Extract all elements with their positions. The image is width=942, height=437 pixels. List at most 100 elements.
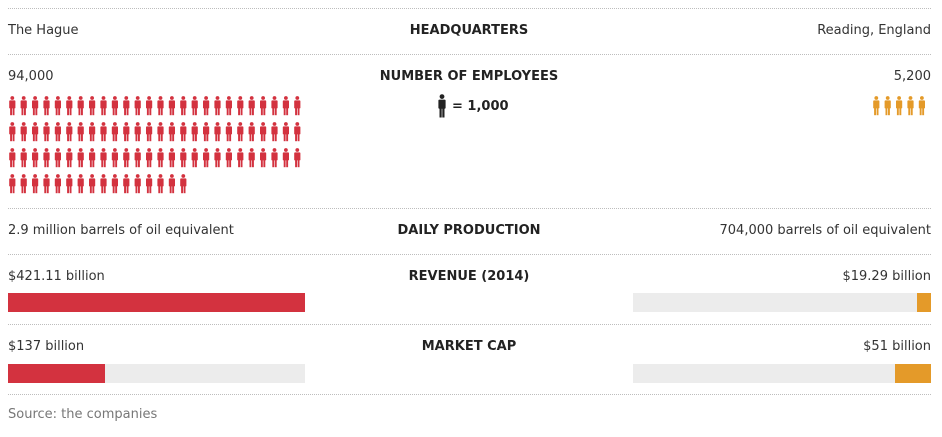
shell-person-icon bbox=[157, 174, 164, 194]
shell-person-icon bbox=[191, 96, 198, 116]
shell-person-icon bbox=[146, 122, 153, 142]
shell-person-icon bbox=[134, 148, 141, 168]
shell-person-icon bbox=[54, 122, 61, 142]
marketcap-label: MARKET CAP bbox=[421, 339, 517, 354]
shell-person-icon bbox=[32, 174, 39, 194]
shell-person-icon bbox=[43, 96, 50, 116]
revenue-label: REVENUE (2014) bbox=[408, 269, 530, 284]
shell-person-icon bbox=[134, 96, 141, 116]
revenue-left-value: $421.11 billion bbox=[8, 269, 105, 284]
production-right-value: 704,000 barrels of oil equivalent bbox=[719, 223, 931, 238]
shell-person-icon bbox=[271, 96, 278, 116]
source-note: Source: the companies bbox=[8, 407, 158, 422]
divider-employees bbox=[8, 208, 931, 209]
shell-person-icon bbox=[43, 148, 50, 168]
shell-person-icon bbox=[203, 96, 210, 116]
revenue-right-track bbox=[633, 293, 931, 312]
marketcap-right-value: $51 billion bbox=[863, 339, 931, 354]
shell-person-icon bbox=[271, 148, 278, 168]
shell-person-icon bbox=[180, 96, 187, 116]
shell-person-icon bbox=[89, 174, 96, 194]
shell-person-icon bbox=[237, 122, 244, 142]
employee-legend: = 1,000 bbox=[437, 94, 509, 118]
shell-person-icon bbox=[123, 96, 130, 116]
employees-right-value: 5,200 bbox=[893, 69, 931, 84]
divider-top bbox=[8, 8, 931, 9]
shell-person-icon bbox=[260, 148, 267, 168]
shell-person-icon bbox=[203, 148, 210, 168]
marketcap-left-value: $137 billion bbox=[8, 339, 85, 354]
shell-person-icon bbox=[134, 122, 141, 142]
shell-person-icon bbox=[180, 174, 187, 194]
shell-person-icon bbox=[168, 148, 175, 168]
hq-label: HEADQUARTERS bbox=[409, 23, 529, 38]
shell-person-icon bbox=[180, 148, 187, 168]
shell-person-icon bbox=[100, 96, 107, 116]
shell-person-icon bbox=[282, 122, 289, 142]
shell-person-icon bbox=[111, 122, 118, 142]
revenue-right-bar bbox=[917, 293, 931, 312]
bg-person-icon bbox=[918, 96, 925, 116]
shell-person-icon bbox=[32, 96, 39, 116]
bg-person-icon bbox=[896, 96, 903, 116]
shell-person-icon bbox=[77, 96, 84, 116]
bg-person-icon bbox=[873, 96, 880, 116]
shell-person-icon bbox=[180, 122, 187, 142]
shell-person-icon bbox=[89, 96, 96, 116]
shell-person-icon bbox=[146, 174, 153, 194]
shell-person-icon bbox=[248, 96, 255, 116]
shell-person-icon bbox=[157, 148, 164, 168]
shell-person-icon bbox=[111, 174, 118, 194]
shell-person-icon bbox=[123, 174, 130, 194]
shell-person-icon bbox=[66, 96, 73, 116]
shell-person-icon bbox=[248, 122, 255, 142]
shell-employee-icons bbox=[9, 96, 301, 194]
shell-person-icon bbox=[9, 148, 16, 168]
revenue-left-bar bbox=[8, 293, 305, 312]
shell-person-icon bbox=[9, 174, 16, 194]
shell-person-icon bbox=[248, 148, 255, 168]
shell-person-icon bbox=[168, 122, 175, 142]
shell-person-icon bbox=[43, 174, 50, 194]
shell-person-icon bbox=[9, 122, 16, 142]
person-icon bbox=[438, 94, 446, 118]
shell-person-icon bbox=[146, 96, 153, 116]
shell-person-icon bbox=[214, 96, 221, 116]
shell-person-icon bbox=[282, 96, 289, 116]
shell-person-icon bbox=[77, 148, 84, 168]
shell-person-icon bbox=[282, 148, 289, 168]
shell-person-icon bbox=[20, 96, 27, 116]
shell-person-icon bbox=[225, 148, 232, 168]
bg-person-icon bbox=[907, 96, 914, 116]
shell-person-icon bbox=[157, 96, 164, 116]
shell-person-icon bbox=[214, 148, 221, 168]
hq-left-value: The Hague bbox=[8, 23, 79, 38]
shell-person-icon bbox=[20, 174, 27, 194]
bg-person-icon bbox=[884, 96, 891, 116]
production-left-value: 2.9 million barrels of oil equivalent bbox=[8, 223, 234, 238]
shell-person-icon bbox=[20, 122, 27, 142]
shell-person-icon bbox=[77, 122, 84, 142]
shell-person-icon bbox=[77, 174, 84, 194]
shell-person-icon bbox=[225, 96, 232, 116]
shell-person-icon bbox=[237, 96, 244, 116]
revenue-left-track bbox=[8, 293, 305, 312]
shell-person-icon bbox=[191, 148, 198, 168]
divider-marketcap bbox=[8, 394, 931, 395]
marketcap-right-bar bbox=[894, 364, 931, 383]
shell-person-icon bbox=[134, 174, 141, 194]
shell-person-icon bbox=[111, 148, 118, 168]
shell-person-icon bbox=[89, 148, 96, 168]
shell-person-icon bbox=[203, 122, 210, 142]
employees-label: NUMBER OF EMPLOYEES bbox=[379, 69, 559, 84]
divider-revenue bbox=[8, 324, 931, 325]
shell-person-icon bbox=[237, 148, 244, 168]
shell-person-icon bbox=[214, 122, 221, 142]
shell-person-icon bbox=[100, 174, 107, 194]
shell-person-icon bbox=[271, 122, 278, 142]
shell-person-icon bbox=[294, 148, 301, 168]
shell-person-icon bbox=[32, 148, 39, 168]
shell-person-icon bbox=[123, 122, 130, 142]
hq-right-value: Reading, England bbox=[817, 23, 931, 38]
shell-person-icon bbox=[89, 122, 96, 142]
